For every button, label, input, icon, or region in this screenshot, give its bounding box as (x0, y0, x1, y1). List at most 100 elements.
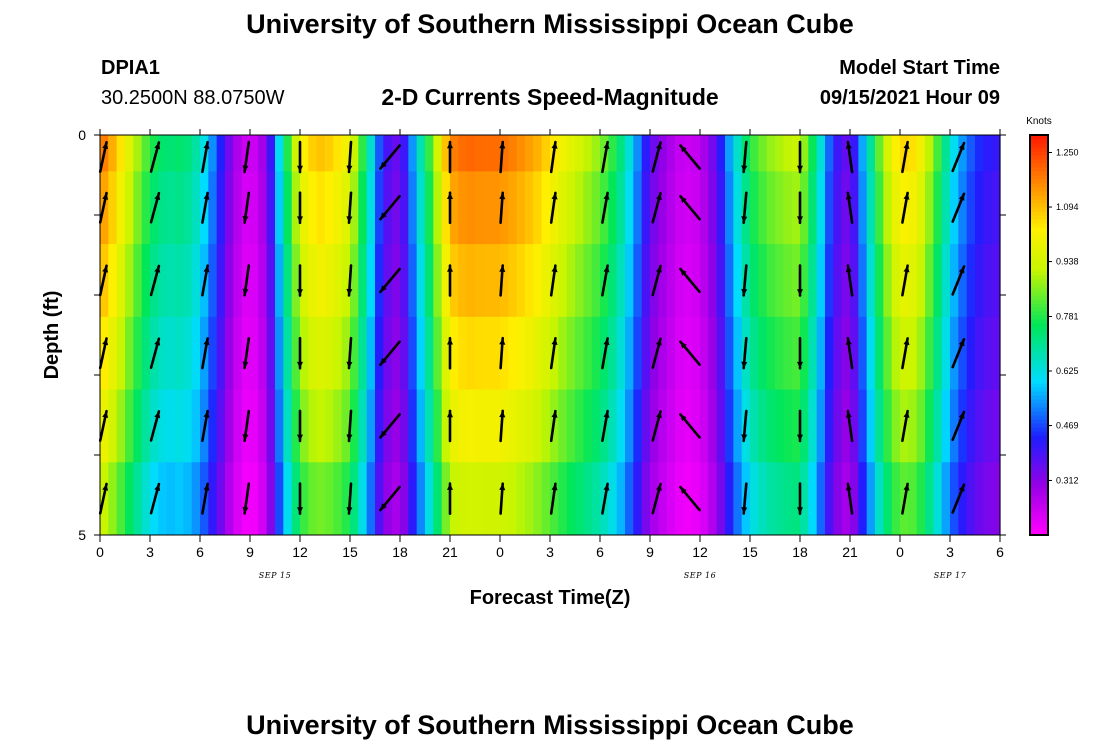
current-vector (297, 482, 303, 515)
heat-cell (991, 462, 1001, 536)
heat-cell (658, 462, 668, 536)
heat-cell (608, 316, 618, 390)
heat-cell (975, 244, 984, 318)
heat-cell (358, 389, 368, 463)
heat-cell (341, 462, 351, 536)
vector-head (154, 338, 161, 346)
vector-head (242, 165, 249, 172)
heat-cell (341, 316, 351, 390)
heat-cell (125, 316, 134, 390)
vector-head (845, 483, 852, 491)
colorbar-segment (1030, 283, 1048, 288)
colorbar-segment (1030, 527, 1048, 532)
heat-cell (625, 171, 634, 245)
heat-cell (500, 171, 509, 245)
heat-cell (158, 316, 168, 390)
colorbar-segment (1030, 167, 1048, 172)
colorbar-segment (1030, 371, 1048, 376)
heat-cell (983, 389, 993, 463)
current-vector (601, 140, 610, 174)
current-vector (741, 409, 748, 443)
heat-cell (891, 316, 901, 390)
heat-cell (683, 389, 693, 463)
heat-cell (750, 462, 759, 536)
vector-head (603, 483, 610, 491)
heat-cell (333, 462, 343, 536)
heat-cell (283, 171, 293, 245)
heat-cell (416, 389, 426, 463)
heat-cell (700, 462, 709, 536)
heat-cell (950, 316, 959, 390)
heat-cell (933, 316, 943, 390)
heat-cell (691, 389, 701, 463)
colorbar-segment (1030, 495, 1048, 500)
heat-cell (166, 244, 176, 318)
heat-cell (383, 389, 393, 463)
current-vector (379, 340, 401, 367)
heat-cell (441, 244, 451, 318)
current-vector (679, 144, 701, 170)
colorbar-segment (1030, 347, 1048, 352)
heat-cell (541, 171, 551, 245)
heat-cell (575, 171, 584, 245)
heat-cell (925, 135, 934, 172)
heat-cell (500, 244, 509, 318)
current-vector (499, 482, 506, 515)
vector-head (242, 288, 249, 296)
heat-cell (591, 135, 601, 172)
colorbar-segment (1030, 519, 1048, 524)
heat-cell (366, 462, 376, 536)
heat-cell (991, 135, 1001, 172)
model-start-value: 09/15/2021 Hour 09 (819, 87, 1000, 109)
date-label: SEP 17 (934, 571, 967, 580)
date-label: SEP 16 (684, 571, 716, 580)
colorbar-label: 0.938 (1056, 257, 1079, 267)
heat-cell (566, 171, 576, 245)
heat-cell (250, 135, 259, 172)
heat-cell (258, 244, 268, 318)
vector-head (154, 484, 161, 491)
heat-cell (350, 389, 359, 463)
heat-cell (983, 316, 993, 390)
heat-cell (166, 316, 176, 390)
heat-cell (991, 171, 1001, 245)
heat-cell (700, 135, 709, 172)
current-vector (499, 140, 506, 174)
colorbar-segment (1030, 415, 1048, 420)
colorbar-segment (1030, 431, 1048, 436)
vector-head (102, 265, 109, 273)
colorbar-segment (1030, 243, 1048, 248)
heat-cell (941, 389, 951, 463)
vector-head (741, 288, 748, 296)
heat-cell (716, 135, 726, 172)
heat-cell (708, 135, 718, 172)
vector-head (203, 142, 210, 149)
heat-cell (383, 316, 393, 390)
heat-cell (858, 389, 868, 463)
heat-cell (208, 462, 218, 536)
vector-head (154, 193, 161, 201)
current-vector (741, 264, 748, 297)
heat-cell (508, 316, 518, 390)
y-axis-title: Depth (ft) (41, 291, 63, 380)
heat-cell (125, 135, 134, 172)
heat-cell (516, 171, 526, 245)
heat-cell (558, 389, 568, 463)
vector-head (551, 483, 558, 491)
heat-cell (816, 244, 826, 318)
heat-cell (583, 244, 593, 318)
colorbar-label: 0.469 (1056, 421, 1079, 431)
heat-cell (808, 316, 818, 390)
heat-cell (533, 389, 543, 463)
vector-head (741, 216, 748, 223)
chart-subtitle: 2-D Currents Speed-Magnitude (381, 84, 719, 110)
heat-cell (733, 135, 743, 172)
current-vector (447, 336, 453, 370)
heat-cell (275, 462, 284, 536)
vector-head (958, 143, 965, 151)
colorbar-segment (1030, 487, 1048, 492)
current-vector (201, 337, 210, 370)
heat-cell (950, 135, 959, 172)
current-vector (797, 336, 803, 370)
heat-cell (466, 244, 476, 318)
